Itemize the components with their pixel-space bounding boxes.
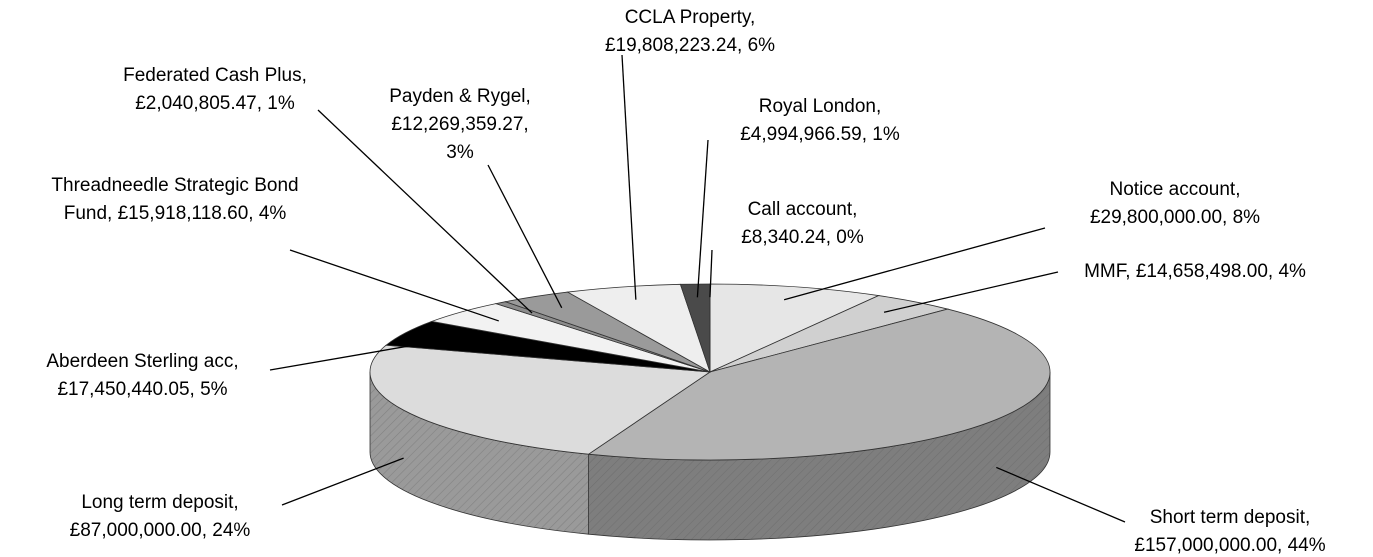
data-label: CCLA Property, £19,808,223.24, 6% [570,4,810,60]
leader-line [269,338,452,371]
leader-line [621,54,637,300]
leader-line [317,109,533,314]
category-label: Aberdeen Sterling acc, [46,351,239,372]
leader-line [487,164,563,309]
value-label: £15,918,118.60, 4% [117,203,287,224]
value-label: £29,800,000.00, 8% [1089,207,1261,228]
data-label: Royal London, £4,994,966.59, 1% [705,93,935,149]
value-label: £157,000,000.00, 44% [1134,535,1326,556]
value-label: £2,040,805.47, 1% [135,93,295,114]
category-label: Long term deposit, [81,492,239,513]
data-label: Call account, £8,340.24, 0% [715,196,890,252]
leader-line [289,249,499,322]
category-label: Threadneedle Strategic Bond Fund, [51,175,299,224]
data-label: Threadneedle Strategic Bond Fund, £15,91… [50,172,300,228]
data-label: Payden & Rygel, £12,269,359.27, 3% [380,83,540,167]
category-label: CCLA Property, [624,7,756,28]
slice-side-texture [370,372,589,535]
category-label: Short term deposit, [1149,507,1311,528]
value-label: £17,450,440.05, 5% [57,379,228,400]
leader-line [709,249,713,298]
category-label: Notice account, [1109,179,1241,200]
data-label: Notice account, £29,800,000.00, 8% [1040,176,1310,232]
category-label: Call account, [747,199,858,220]
leader-line [281,457,404,506]
category-label: Royal London, [758,96,882,117]
slice [587,308,1051,461]
leader-line [783,227,1046,301]
leader-line [996,466,1126,523]
value-label: £4,994,966.59, 1% [740,124,900,145]
data-label: Long term deposit, £87,000,000.00, 24% [20,489,300,545]
value-label: £19,808,223.24, 6% [604,35,776,56]
category-label: MMF, [1084,261,1131,282]
data-label: MMF, £14,658,498.00, 4% [1045,258,1345,286]
data-label: Federated Cash Plus, £2,040,805.47, 1% [105,62,325,118]
leader-line [696,139,709,298]
category-label: Payden & Rygel, [389,86,531,107]
value-label: £14,658,498.00, 4% [1135,261,1306,282]
data-label: Aberdeen Sterling acc, £17,450,440.05, 5… [0,348,285,404]
slice [369,344,712,455]
slice [709,283,880,373]
value-label: £87,000,000.00, 24% [69,520,251,541]
slice-side-texture [588,372,1050,540]
value-label: £12,269,359.27, 3% [391,114,529,163]
category-label: Federated Cash Plus, [123,65,307,86]
data-label: Short term deposit, £157,000,000.00, 44% [1095,504,1365,557]
value-label: £8,340.24, 0% [741,227,864,248]
leader-line [883,271,1059,313]
